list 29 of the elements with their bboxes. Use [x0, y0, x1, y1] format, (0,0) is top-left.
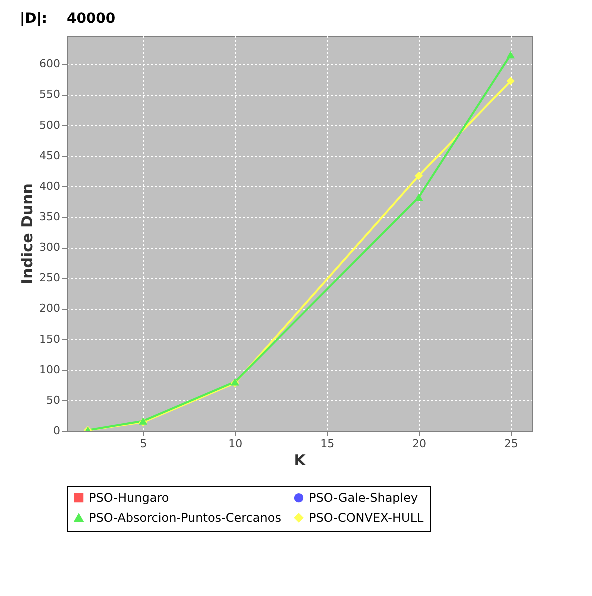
y-tick-label: 350	[40, 210, 60, 224]
chart-title: |D|: 40000	[20, 11, 116, 27]
y-tick-label: 200	[40, 302, 60, 316]
y-tick-label: 100	[40, 363, 60, 376]
y-tick-label: 450	[40, 149, 60, 162]
y-tick-label: 250	[40, 272, 60, 285]
y-tick-label: 150	[40, 332, 60, 346]
x-tick-label: 15	[320, 438, 335, 450]
point	[506, 51, 516, 59]
point	[414, 172, 424, 180]
y-tick-label: 50	[46, 394, 60, 407]
y-tick-label: 600	[40, 58, 60, 71]
y-tick-label: 0	[54, 424, 60, 438]
legend-label: PSO-CONVEX-HULL	[309, 511, 424, 525]
legend-label: PSO-Absorcion-Puntos-Cercanos	[89, 511, 282, 525]
y-tick-label: 550	[40, 88, 60, 102]
x-tick-label: 5	[140, 438, 148, 450]
y-tick-label: 400	[40, 180, 60, 193]
y-axis-title: Indice Dunn	[18, 184, 37, 284]
y-tick-label: 500	[40, 118, 60, 132]
point	[506, 77, 516, 86]
x-tick-label: 10	[228, 438, 243, 450]
x-tick-label: 25	[504, 438, 518, 450]
x-tick-label: 20	[412, 438, 426, 450]
y-tick-label: 300	[40, 241, 60, 254]
x-axis-title: K	[294, 452, 308, 470]
legend-label: PSO-Gale-Shapley	[309, 491, 418, 506]
legend-label: PSO-Hungaro	[89, 491, 170, 506]
point	[414, 194, 424, 202]
